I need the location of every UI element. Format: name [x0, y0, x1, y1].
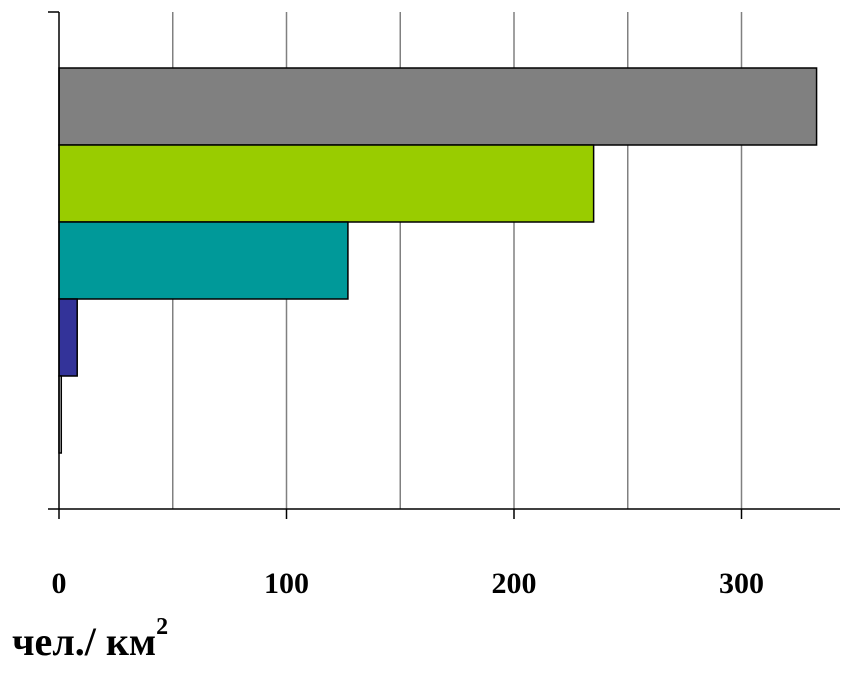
axes — [48, 11, 840, 519]
x-axis-unit-superscript: 2 — [156, 614, 169, 640]
bar-3 — [58, 221, 349, 300]
x-tick-label-200: 200 — [492, 567, 537, 600]
x-tick-label-100: 100 — [264, 567, 309, 600]
x-axis-unit-text: чел./ км — [12, 619, 157, 664]
x-axis-unit-label: чел./ км2 — [12, 614, 168, 665]
x-tick-labels: 0 100 200 300 — [52, 567, 765, 600]
x-tick-label-300: 300 — [719, 567, 764, 600]
bar-2 — [58, 144, 595, 223]
bar-1 — [58, 67, 818, 146]
bars — [58, 67, 818, 454]
x-tick-label-0: 0 — [52, 567, 67, 600]
bar-4 — [58, 298, 78, 377]
